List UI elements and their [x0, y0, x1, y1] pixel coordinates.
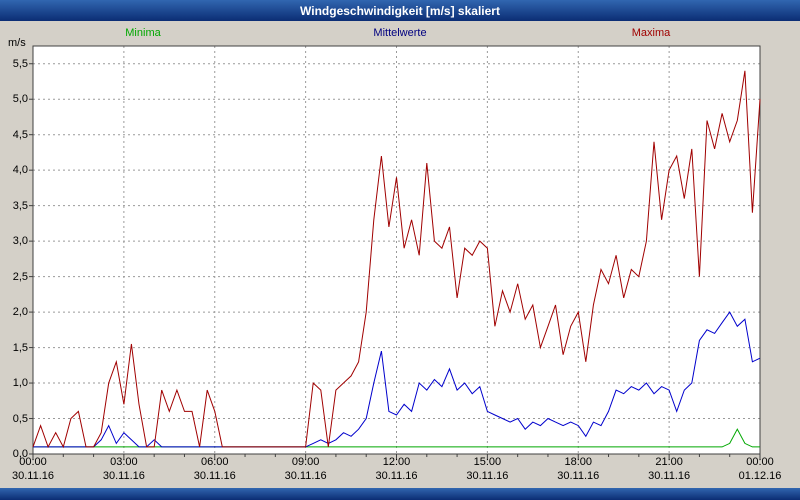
window-title: Windgeschwindigkeit [m/s] skaliert	[300, 3, 500, 18]
wind-speed-chart	[29, 45, 761, 459]
legend-mittelwerte: Mittelwerte	[373, 27, 427, 39]
y-axis-unit-label: m/s	[8, 37, 26, 49]
bottom-bar	[0, 488, 800, 500]
title-bar[interactable]: Windgeschwindigkeit [m/s] skaliert	[0, 0, 800, 21]
legend-maxima: Maxima	[631, 27, 671, 39]
legend-minima: Minima	[125, 27, 161, 39]
